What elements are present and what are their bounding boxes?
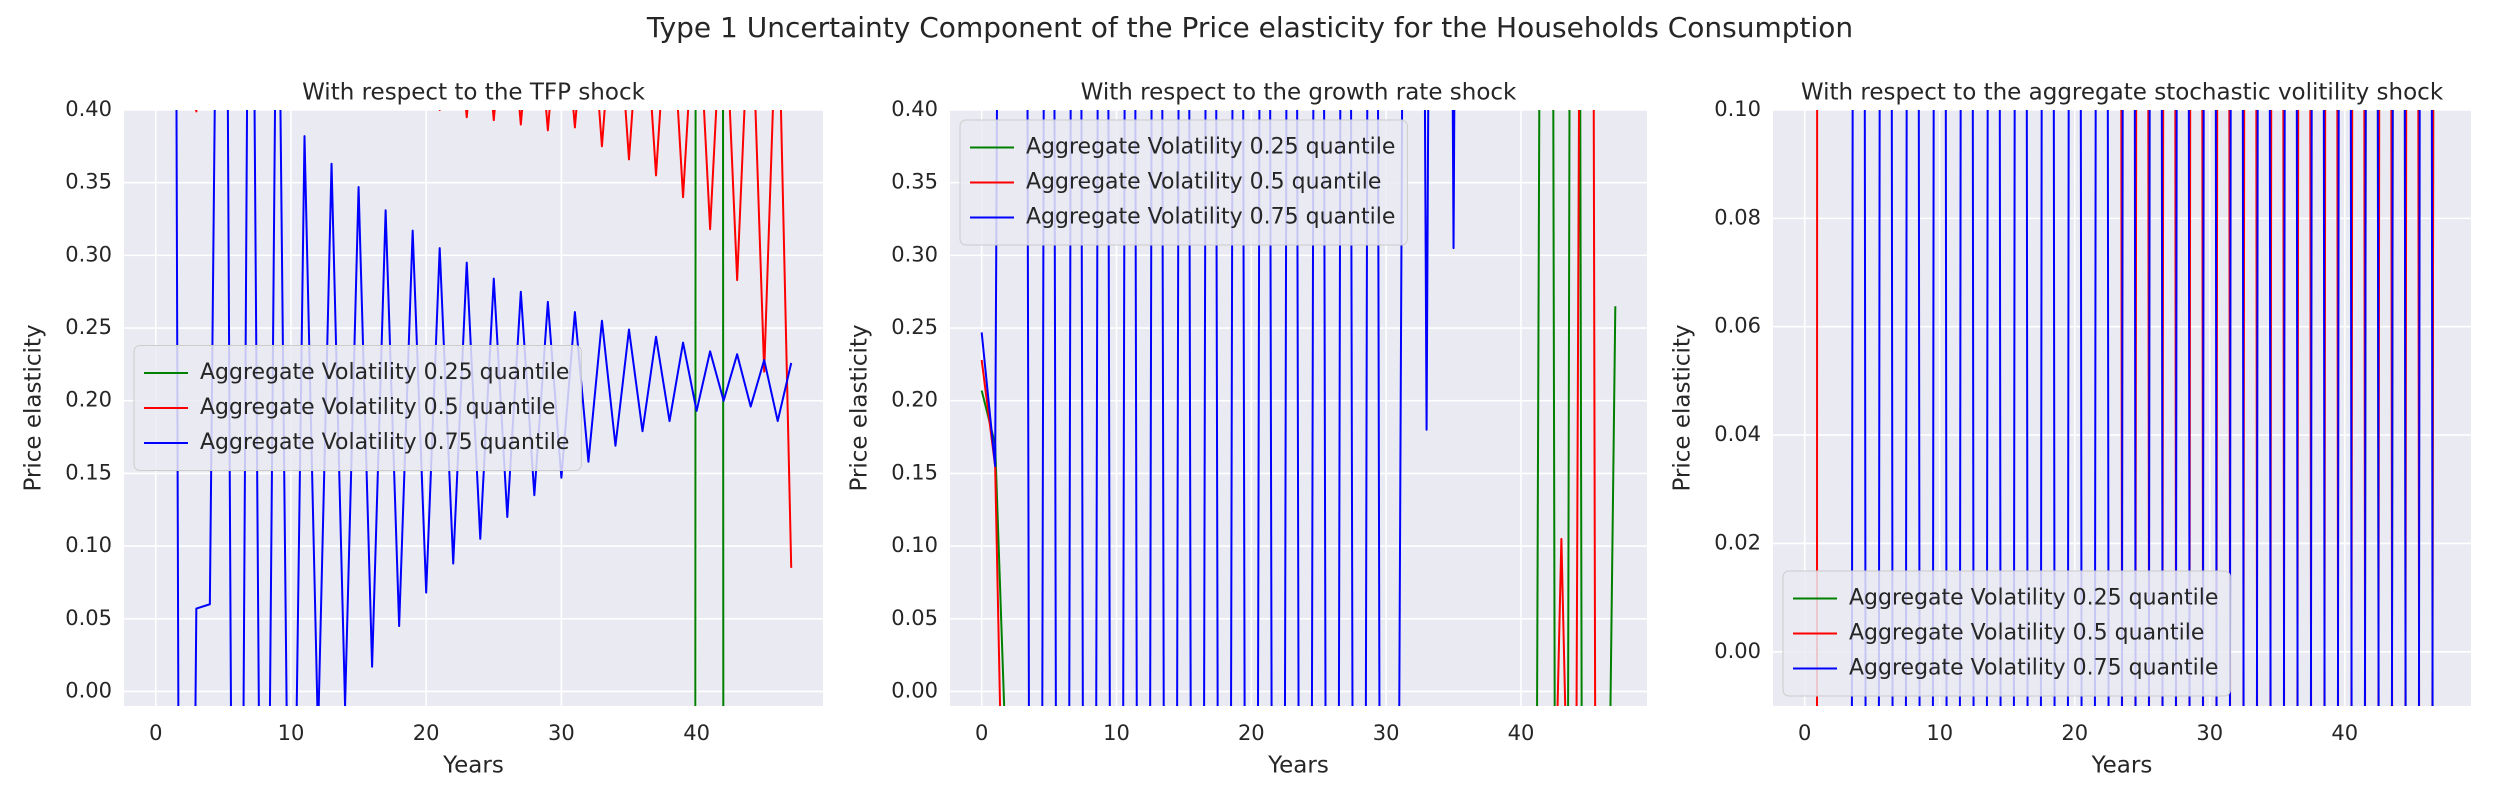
x-axis-label: Years: [1267, 753, 1329, 779]
x-tick-label: 30: [548, 721, 575, 745]
x-axis-label: Years: [2091, 753, 2153, 779]
legend-label: Aggregate Volatility 0.5 quantile: [1849, 621, 2204, 646]
y-tick-label: 0.10: [1714, 97, 1761, 121]
y-tick-label: 0.40: [891, 97, 938, 121]
x-tick-label: 30: [2196, 721, 2223, 745]
y-tick-label: 0.15: [891, 460, 938, 484]
y-tick-label: 0.10: [65, 533, 112, 557]
subplot: 0 10 20 30 40 0.00 0.05 0.10 0.15 0.20 0.25 0.30 0.3…: [847, 80, 1647, 779]
legend: Aggregate Volatility 0.25 quantile Aggreg…: [133, 345, 582, 471]
y-tick-label: 0.00: [65, 678, 112, 702]
y-axis-label: Price elasticity: [1670, 324, 1696, 491]
y-tick-label: 0.05: [65, 606, 112, 630]
x-tick-label: 0: [149, 721, 162, 745]
x-tick-label: 0: [1798, 721, 1811, 745]
y-tick-label: 0.00: [1714, 639, 1761, 663]
data-line: [980, 110, 1456, 706]
y-tick-label: 0.06: [1714, 314, 1761, 338]
y-tick-label: 0.25: [891, 315, 938, 339]
y-tick-label: 0.35: [891, 170, 938, 194]
subplot: 0 10 20 30 40 0.00 0.05 0.10 0.15 0.20 0.25 0.30 0.3…: [21, 80, 823, 779]
y-tick-label: 0.05: [891, 606, 938, 630]
y-tick-label: 0.30: [891, 242, 938, 266]
y-tick-label: 0.40: [65, 97, 112, 121]
y-axis-label: Price elasticity: [847, 324, 873, 491]
legend-box: [133, 345, 582, 471]
y-tick-label: 0.20: [891, 388, 938, 412]
subplot-title: With respect to the TFP shock: [302, 80, 646, 106]
x-tick-label: 20: [2061, 721, 2088, 745]
data-line: [195, 110, 793, 568]
y-tick-label: 0.00: [891, 678, 938, 702]
legend-box: [1782, 570, 2231, 697]
legend-box: [959, 119, 1408, 246]
legend-label: Aggregate Volatility 0.75 quantile: [1849, 656, 2218, 681]
subplot: 0 10 20 30 40 0.00 0.02 0.04 0.06 0.08 0.10 With re…: [1670, 80, 2471, 779]
legend-label: Aggregate Volatility 0.5 quantile: [1026, 170, 1381, 195]
x-axis-label: Years: [442, 753, 504, 779]
legend: Aggregate Volatility 0.25 quantile Aggreg…: [1782, 570, 2231, 697]
legend-label: Aggregate Volatility 0.25 quantile: [1026, 135, 1395, 160]
x-tick-label: 20: [1238, 721, 1265, 745]
x-tick-label: 40: [683, 721, 710, 745]
x-tick-label: 40: [2331, 721, 2358, 745]
legend-label: Aggregate Volatility 0.75 quantile: [1026, 205, 1395, 230]
legend: Aggregate Volatility 0.25 quantile Aggreg…: [959, 119, 1408, 246]
x-tick-label: 10: [278, 721, 305, 745]
legend-label: Aggregate Volatility 0.25 quantile: [1849, 586, 2218, 611]
x-tick-label: 30: [1373, 721, 1400, 745]
y-tick-label: 0.30: [65, 242, 112, 266]
y-tick-label: 0.04: [1714, 422, 1761, 446]
y-tick-label: 0.15: [65, 460, 112, 484]
figure-title: Type 1 Uncertainty Component of the Pric…: [646, 11, 1853, 44]
y-tick-label: 0.02: [1714, 530, 1761, 554]
x-tick-label: 0: [975, 721, 988, 745]
series-group: [980, 110, 1617, 706]
y-tick-label: 0.20: [65, 388, 112, 412]
y-tick-label: 0.10: [891, 533, 938, 557]
x-tick-label: 40: [1508, 721, 1535, 745]
x-tick-label: 20: [413, 721, 440, 745]
legend-label: Aggregate Volatility 0.75 quantile: [200, 430, 569, 455]
x-tick-label: 10: [1103, 721, 1130, 745]
legend-label: Aggregate Volatility 0.25 quantile: [200, 360, 569, 385]
y-tick-label: 0.08: [1714, 205, 1761, 229]
x-tick-label: 10: [1926, 721, 1953, 745]
y-tick-label: 0.25: [65, 315, 112, 339]
legend-label: Aggregate Volatility 0.5 quantile: [200, 395, 555, 420]
subplot-title: With respect to the growth rate shock: [1081, 80, 1517, 106]
y-axis-label: Price elasticity: [21, 324, 47, 491]
subplot-title: With respect to the aggregate stochastic…: [1801, 80, 2444, 106]
y-tick-label: 0.35: [65, 170, 112, 194]
